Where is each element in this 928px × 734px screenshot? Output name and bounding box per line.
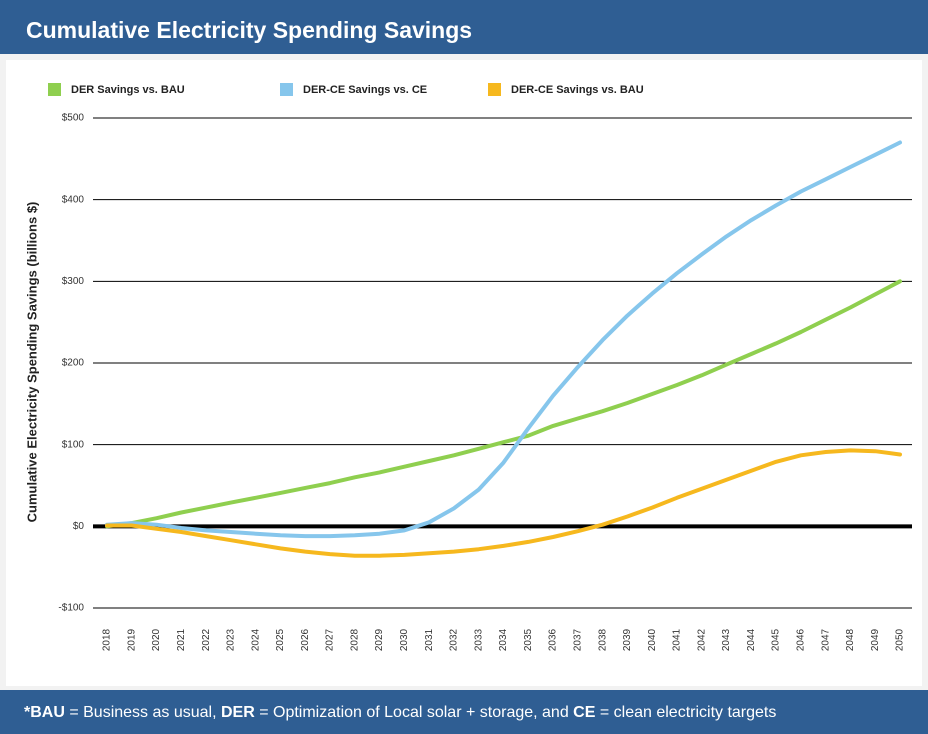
x-tick-label: 2045: [771, 628, 782, 651]
x-tick-label: 2018: [102, 628, 113, 651]
legend-label: DER Savings vs. BAU: [71, 84, 185, 96]
footnote-part: = Business as usual,: [64, 704, 221, 721]
y-tick-label: $500: [62, 113, 85, 124]
legend-swatch: [280, 83, 293, 96]
x-tick-label: 2026: [300, 628, 311, 651]
footnote-part: CE: [573, 704, 596, 721]
x-tick-label: 2030: [399, 628, 410, 651]
x-tick-label: 2032: [449, 628, 460, 651]
legend-swatch: [48, 83, 61, 96]
x-tick-label: 2043: [721, 628, 732, 651]
legend-label: DER-CE Savings vs. CE: [303, 84, 427, 96]
footnote-part: DER: [220, 704, 255, 721]
x-tick-label: 2038: [597, 628, 608, 651]
chart-panel: [6, 60, 922, 686]
footnote: *BAU = Business as usual, DER = Optimiza…: [0, 690, 928, 734]
y-tick-label: $100: [62, 439, 85, 450]
series-line: [105, 279, 902, 529]
x-tick-label: 2031: [424, 628, 435, 651]
series-line: [105, 140, 902, 539]
chart-title: Cumulative Electricity Spending Savings: [0, 0, 928, 54]
x-tick-label: 2047: [820, 628, 831, 651]
x-tick-label: 2040: [647, 628, 658, 651]
x-tick-label: 2046: [796, 628, 807, 651]
footnote-part: = Optimization of Local solar + storage,…: [254, 704, 574, 721]
y-tick-label: $0: [73, 521, 85, 532]
x-tick-label: 2036: [548, 628, 559, 651]
x-tick-label: 2024: [250, 628, 261, 651]
footnote-part: *BAU: [24, 704, 65, 721]
y-tick-label: -$100: [58, 603, 84, 614]
x-tick-label: 2035: [523, 628, 534, 651]
x-tick-label: 2042: [696, 628, 707, 651]
series-line: [105, 448, 902, 558]
x-tick-label: 2039: [622, 628, 633, 651]
x-tick-label: 2027: [325, 628, 336, 651]
x-tick-label: 2019: [126, 628, 137, 651]
footnote-part: = clean electricity targets: [595, 704, 777, 721]
x-tick-label: 2037: [572, 628, 583, 651]
x-tick-label: 2020: [151, 628, 162, 651]
legend-swatch: [488, 83, 501, 96]
y-axis-label: Cumulative Electricity Spending Savings …: [24, 202, 39, 523]
x-tick-label: 2028: [349, 628, 360, 651]
x-tick-label: 2049: [870, 628, 881, 651]
x-tick-label: 2034: [498, 628, 509, 651]
x-tick-label: 2033: [473, 628, 484, 651]
x-tick-label: 2023: [226, 628, 237, 651]
y-tick-label: $400: [62, 194, 85, 205]
x-tick-label: 2022: [201, 628, 212, 651]
x-tick-label: 2021: [176, 628, 187, 651]
x-tick-label: 2029: [374, 628, 385, 651]
x-tick-label: 2048: [845, 628, 856, 651]
x-tick-label: 2044: [746, 628, 757, 651]
x-tick-label: 2041: [672, 628, 683, 651]
x-tick-label: 2050: [895, 628, 906, 651]
x-tick-label: 2025: [275, 628, 286, 651]
y-tick-label: $300: [62, 276, 85, 287]
y-tick-label: $200: [62, 358, 85, 369]
chart: Cumulative Electricity Spending Savings …: [6, 60, 922, 686]
legend-label: DER-CE Savings vs. BAU: [511, 84, 644, 96]
